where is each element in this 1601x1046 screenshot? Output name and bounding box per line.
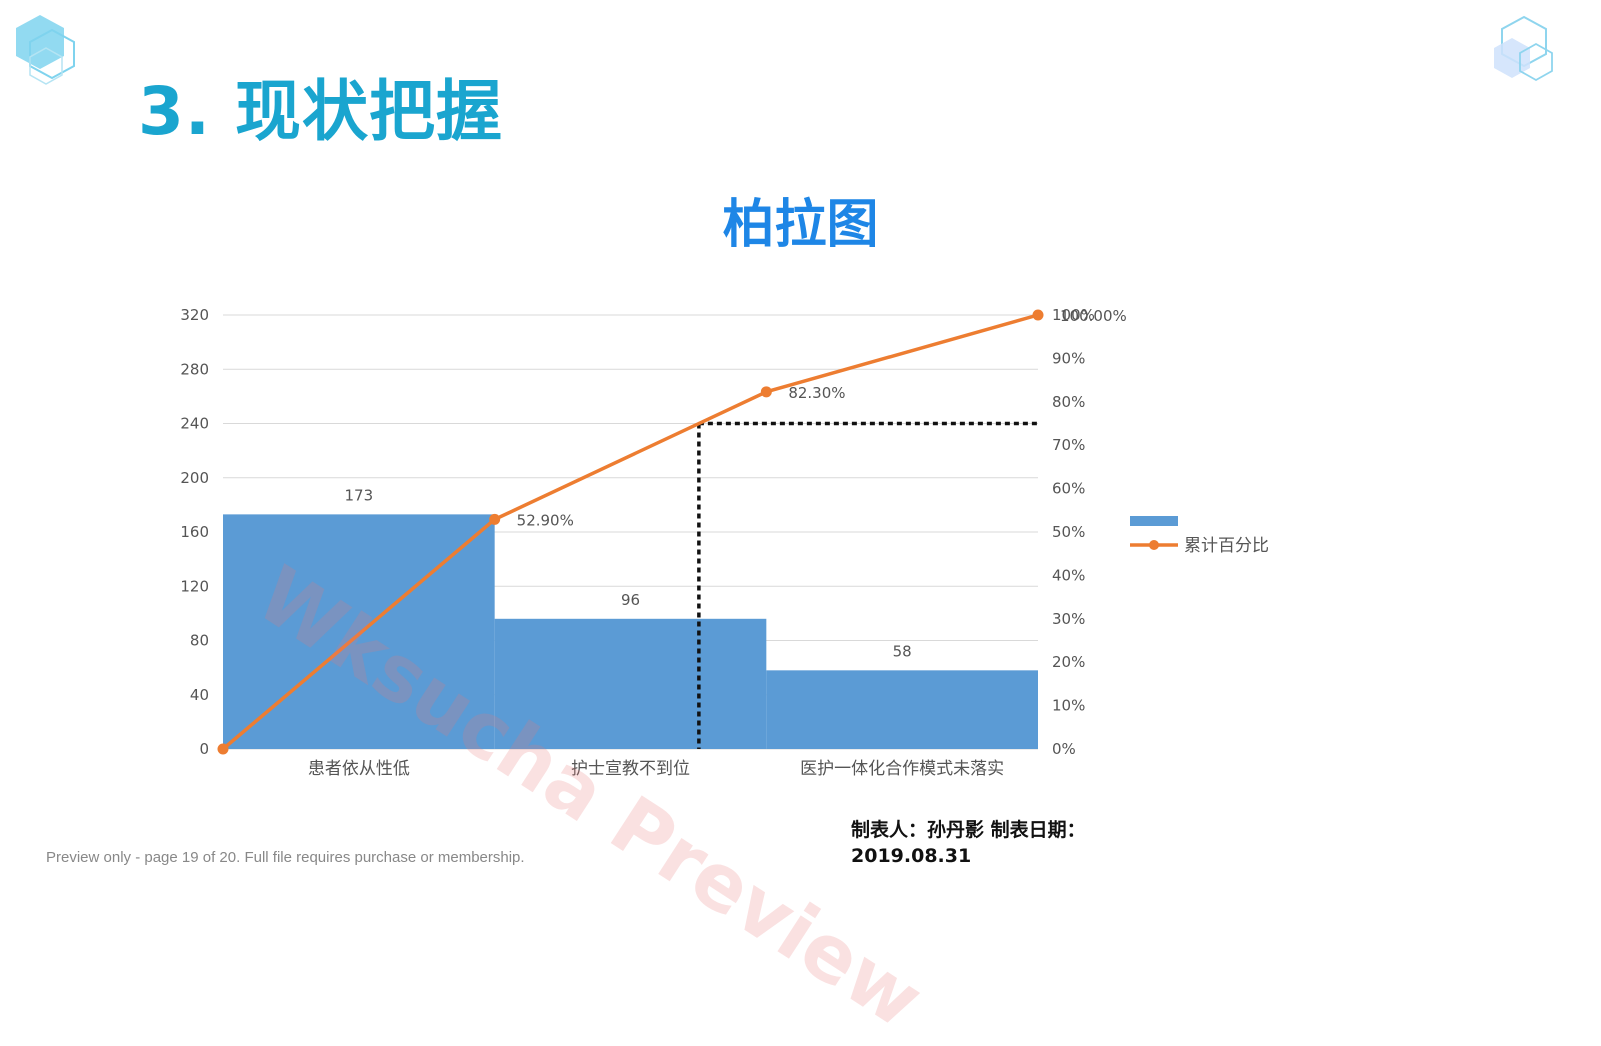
y-tick-label: 240: [180, 415, 209, 433]
cumulative-point-label: 52.90%: [517, 511, 574, 529]
maker-info: 制表人：孙丹影 制表日期： 2019.08.31: [851, 817, 1086, 869]
maker-label: 制表人：孙丹影 制表日期：: [851, 819, 1086, 841]
chart-title: 柏拉图: [722, 195, 879, 255]
category-label: 护士宣教不到位: [571, 759, 690, 779]
hexagon-decoration-right-icon: [1494, 15, 1553, 82]
y2-tick-label: 100%: [1052, 306, 1095, 324]
legend-line-marker: [1149, 540, 1159, 550]
bar-value-label: 96: [621, 591, 640, 609]
cumulative-point: [760, 386, 772, 398]
y2-tick-label: 50%: [1052, 523, 1085, 541]
y2-tick-label: 30%: [1052, 610, 1085, 628]
cumulative-point: [1032, 309, 1044, 321]
y-tick-label: 40: [190, 686, 209, 704]
y-tick-label: 200: [180, 469, 209, 487]
maker-date: 2019.08.31: [851, 845, 972, 867]
bar: [494, 618, 767, 749]
y-tick-label: 320: [180, 306, 209, 324]
preview-note: Preview only - page 19 of 20. Full file …: [46, 849, 525, 866]
y2-tick-label: 20%: [1052, 653, 1085, 671]
y2-tick-label: 60%: [1052, 480, 1085, 498]
pareto-chart: 0 40 80 120 160 200 240 280 320 0% 10% 20% 30% 40% 50%…: [180, 306, 1269, 779]
y2-tick-label: 80%: [1052, 393, 1085, 411]
y2-tick-label: 10%: [1052, 697, 1085, 715]
cumulative-point: [489, 513, 501, 525]
y2-tick-label: 70%: [1052, 436, 1085, 454]
y-tick-label: 120: [180, 577, 209, 595]
y-tick-label: 160: [180, 523, 209, 541]
bar: [766, 670, 1038, 749]
legend-bar-swatch: [1130, 516, 1178, 526]
y2-tick-label: 0%: [1052, 740, 1076, 758]
y-tick-label: 80: [190, 632, 209, 650]
hexagon-decoration-left-icon: [16, 15, 75, 85]
y2-tick-label: 90%: [1052, 349, 1085, 367]
cumulative-percent-line: [221, 313, 1039, 751]
bar-value-label: 173: [345, 486, 374, 504]
y2-tick-label: 40%: [1052, 566, 1085, 584]
y-tick-label: 0: [199, 740, 209, 758]
cumulative-point: [217, 743, 229, 755]
y-tick-label: 280: [180, 360, 209, 378]
cumulative-point-label: 100.00%: [1060, 307, 1127, 325]
legend-line-label: 累计百分比: [1184, 536, 1269, 556]
slide-title: 3. 现状把握: [138, 73, 503, 150]
category-label: 医护一体化合作模式未落实: [800, 759, 1004, 779]
bar-value-label: 58: [893, 642, 912, 660]
cumulative-point-label: 82.30%: [788, 384, 845, 402]
category-label: 患者依从性低: [308, 759, 410, 779]
